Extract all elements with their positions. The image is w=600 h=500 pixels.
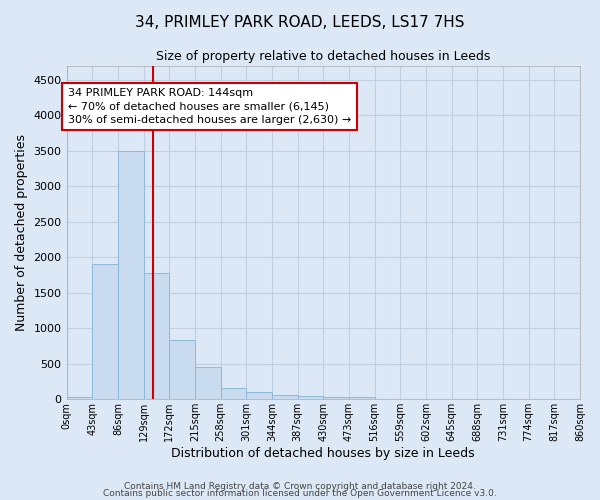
- Bar: [246, 392, 272, 400]
- X-axis label: Distribution of detached houses by size in Leeds: Distribution of detached houses by size …: [172, 447, 475, 460]
- Bar: [118, 151, 143, 400]
- Text: 34 PRIMLEY PARK ROAD: 144sqm
← 70% of detached houses are smaller (6,145)
30% of: 34 PRIMLEY PARK ROAD: 144sqm ← 70% of de…: [68, 88, 351, 124]
- Text: Contains HM Land Registry data © Crown copyright and database right 2024.: Contains HM Land Registry data © Crown c…: [124, 482, 476, 491]
- Bar: [272, 394, 298, 400]
- Bar: [323, 397, 349, 400]
- Bar: [169, 340, 195, 400]
- Bar: [221, 388, 246, 400]
- Bar: [349, 397, 374, 400]
- Bar: [195, 368, 221, 400]
- Y-axis label: Number of detached properties: Number of detached properties: [15, 134, 28, 331]
- Title: Size of property relative to detached houses in Leeds: Size of property relative to detached ho…: [156, 50, 490, 63]
- Bar: [298, 396, 323, 400]
- Bar: [92, 264, 118, 400]
- Bar: [143, 273, 169, 400]
- Text: 34, PRIMLEY PARK ROAD, LEEDS, LS17 7HS: 34, PRIMLEY PARK ROAD, LEEDS, LS17 7HS: [135, 15, 465, 30]
- Bar: [67, 397, 92, 400]
- Text: Contains public sector information licensed under the Open Government Licence v3: Contains public sector information licen…: [103, 489, 497, 498]
